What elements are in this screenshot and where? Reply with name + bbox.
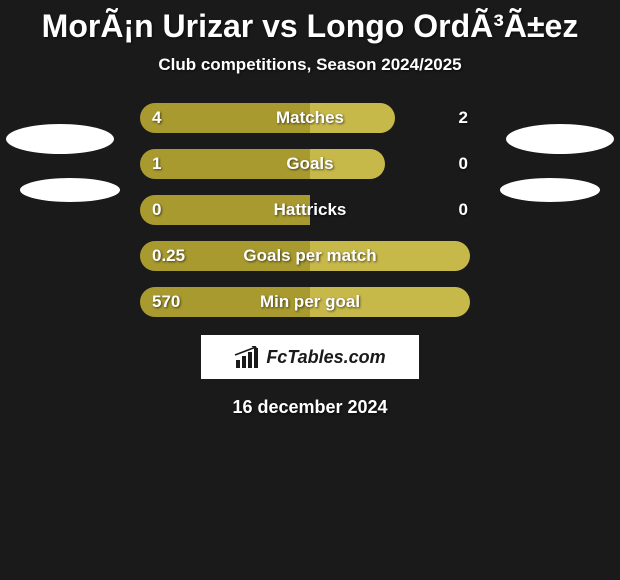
page-title: MorÃ¡n Urizar vs Longo OrdÃ³Ã±ez	[0, 0, 620, 45]
row-value-right: 2	[459, 103, 468, 133]
row-value-left: 1	[152, 149, 161, 179]
comparison-row: Matches4 2	[0, 103, 620, 133]
row-value-left: 0	[152, 195, 161, 225]
row-value-left: 4	[152, 103, 161, 133]
bar-chart-icon	[234, 346, 260, 368]
row-value-right: 0	[459, 149, 468, 179]
logo-text: FcTables.com	[266, 347, 385, 368]
comparison-row: Goals1 0	[0, 149, 620, 179]
comparison-row: Hattricks0 0	[0, 195, 620, 225]
row-value-left: 0.25	[152, 241, 185, 271]
date-line: 16 december 2024	[0, 397, 620, 418]
comparison-row: Goals per match0.25	[0, 241, 620, 271]
row-label: Matches	[140, 103, 480, 133]
row-label: Goals per match	[140, 241, 480, 271]
fctables-logo[interactable]: FcTables.com	[201, 335, 419, 379]
row-label: Goals	[140, 149, 480, 179]
comparison-row: Min per goal570	[0, 287, 620, 317]
row-label: Hattricks	[140, 195, 480, 225]
row-value-left: 570	[152, 287, 180, 317]
row-value-right: 0	[459, 195, 468, 225]
row-label: Min per goal	[140, 287, 480, 317]
page-subtitle: Club competitions, Season 2024/2025	[0, 55, 620, 75]
